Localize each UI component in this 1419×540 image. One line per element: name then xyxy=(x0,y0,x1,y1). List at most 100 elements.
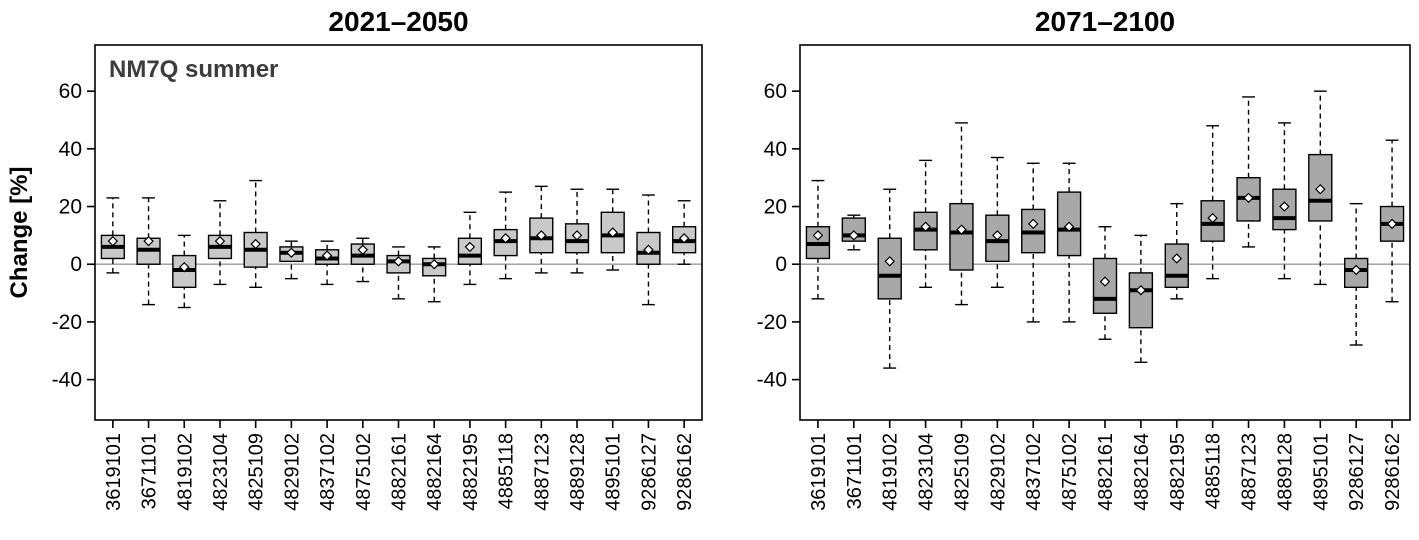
boxplot-4875102 xyxy=(1056,162,1082,323)
mean-diamond xyxy=(920,221,931,232)
boxplot-4895101 xyxy=(1308,90,1333,286)
x-tick-label: 4875102 xyxy=(1059,433,1081,511)
mean-diamond xyxy=(214,235,226,247)
boxplot-9286162 xyxy=(1379,139,1405,303)
boxplot-4829102 xyxy=(279,240,304,280)
mean-diamond xyxy=(1243,192,1254,204)
boxplot-4887123 xyxy=(1236,96,1261,248)
boxplot-4819102 xyxy=(172,234,197,309)
mean-diamond xyxy=(678,233,690,244)
y-tick-label: -20 xyxy=(757,311,787,334)
mean-diamond xyxy=(992,230,1003,241)
x-tick-label: 4882164 xyxy=(424,433,446,511)
x-tick-label: 4885118 xyxy=(496,433,518,509)
mean-diamond xyxy=(393,256,404,267)
boxplot-4823104 xyxy=(913,159,938,289)
x-tick-label: 4829102 xyxy=(987,433,1009,511)
boxplot-9286162 xyxy=(672,200,697,265)
mean-diamond xyxy=(1386,218,1398,230)
x-tick-label: 4823104 xyxy=(916,433,938,511)
boxplot-4837102 xyxy=(1021,162,1046,323)
mean-diamond xyxy=(1315,183,1326,195)
mean-diamond xyxy=(321,250,333,261)
y-tick-label: 40 xyxy=(59,138,82,161)
mean-diamond xyxy=(500,233,511,244)
boxplot-4882195 xyxy=(1164,202,1189,300)
boxplot-3619101 xyxy=(100,197,125,274)
mean-diamond xyxy=(1207,212,1218,224)
boxplot-4882161 xyxy=(386,246,411,300)
mean-diamond xyxy=(179,261,190,273)
panel-title: 2021–2050 xyxy=(328,6,468,37)
x-tick-label: 4837102 xyxy=(1023,433,1045,511)
box-rect xyxy=(949,202,974,271)
panel-title: 2071–2100 xyxy=(1035,6,1175,37)
mean-diamond xyxy=(286,247,297,258)
boxplot-4823104 xyxy=(207,200,233,286)
x-tick-label: 4882195 xyxy=(460,433,482,511)
mean-diamond xyxy=(464,241,476,253)
x-tick-label: 4887123 xyxy=(531,433,553,511)
mean-diamond xyxy=(1099,276,1111,287)
y-tick-label: 60 xyxy=(764,80,787,103)
mean-diamond xyxy=(1279,201,1290,212)
y-tick-label: -40 xyxy=(52,369,82,392)
x-tick-label: 3619101 xyxy=(103,433,125,511)
x-tick-label: 4823104 xyxy=(210,433,232,511)
boxplot-4885118 xyxy=(1200,125,1225,280)
box-rect xyxy=(1164,243,1189,289)
boxplot-3671101 xyxy=(136,197,161,306)
x-tick-label: 4837102 xyxy=(317,433,339,511)
mean-diamond xyxy=(848,230,860,241)
boxplot-4819102 xyxy=(877,188,902,369)
y-tick-label: -40 xyxy=(757,369,787,392)
boxplot-4825109 xyxy=(949,122,974,306)
y-tick-label: 40 xyxy=(764,138,787,161)
x-tick-label: 4829102 xyxy=(281,433,303,511)
boxplot-4875102 xyxy=(350,237,375,283)
boxplot-4882164 xyxy=(1128,234,1154,364)
mean-diamond xyxy=(1063,221,1075,232)
x-tick-label: 4882195 xyxy=(1167,433,1189,511)
mean-diamond xyxy=(884,256,895,267)
y-tick-label: 60 xyxy=(59,80,82,103)
mean-diamond xyxy=(536,230,547,241)
y-tick-label: 0 xyxy=(70,253,82,276)
mean-diamond xyxy=(812,230,824,241)
mean-diamond xyxy=(571,230,583,241)
x-tick-label: 4889128 xyxy=(1274,433,1296,511)
x-tick-label: 4825109 xyxy=(246,433,268,511)
boxplot-4887123 xyxy=(529,185,554,274)
x-tick-label: 9286162 xyxy=(1382,433,1404,511)
mean-diamond xyxy=(1135,284,1147,296)
x-tick-label: 4882161 xyxy=(389,433,411,511)
boxplot-3671101 xyxy=(841,214,867,251)
plot-border xyxy=(799,44,1411,421)
boxplot-3619101 xyxy=(805,179,831,300)
x-tick-label: 4819102 xyxy=(174,433,196,511)
boxplot-4825109 xyxy=(243,179,268,289)
panel-2021-2050: 2021–2050 -40 -20 0 20 40 60 3619101 3671101 4819… xyxy=(6,6,703,511)
x-tick-label: 3671101 xyxy=(139,433,161,509)
x-tick-label: 4819102 xyxy=(880,433,902,511)
y-tick-label: 20 xyxy=(59,196,82,219)
mean-diamond xyxy=(250,238,261,250)
x-tick-label: 3671101 xyxy=(844,433,866,509)
x-tick-label: 4882164 xyxy=(1131,433,1153,511)
y-tick-label: 20 xyxy=(764,196,787,219)
mean-diamond xyxy=(956,224,967,235)
variable-label: NM7Q summer xyxy=(109,56,278,83)
boxplot-4895101 xyxy=(600,188,625,271)
y-axis-label: Change [%] xyxy=(6,167,33,299)
x-tick-label: 4882161 xyxy=(1095,433,1117,511)
boxplot-9286127 xyxy=(636,194,661,306)
x-tick-label: 4825109 xyxy=(951,433,973,511)
y-tick-label: 0 xyxy=(775,253,787,276)
x-tick-label: 9286127 xyxy=(638,433,660,511)
x-tick-label: 4875102 xyxy=(353,433,375,511)
boxplot-4882164 xyxy=(422,246,447,303)
mean-diamond xyxy=(1027,218,1039,230)
y-tick-label: -20 xyxy=(52,311,82,334)
x-tick-label: 3619101 xyxy=(808,433,830,511)
mean-diamond xyxy=(643,244,654,256)
